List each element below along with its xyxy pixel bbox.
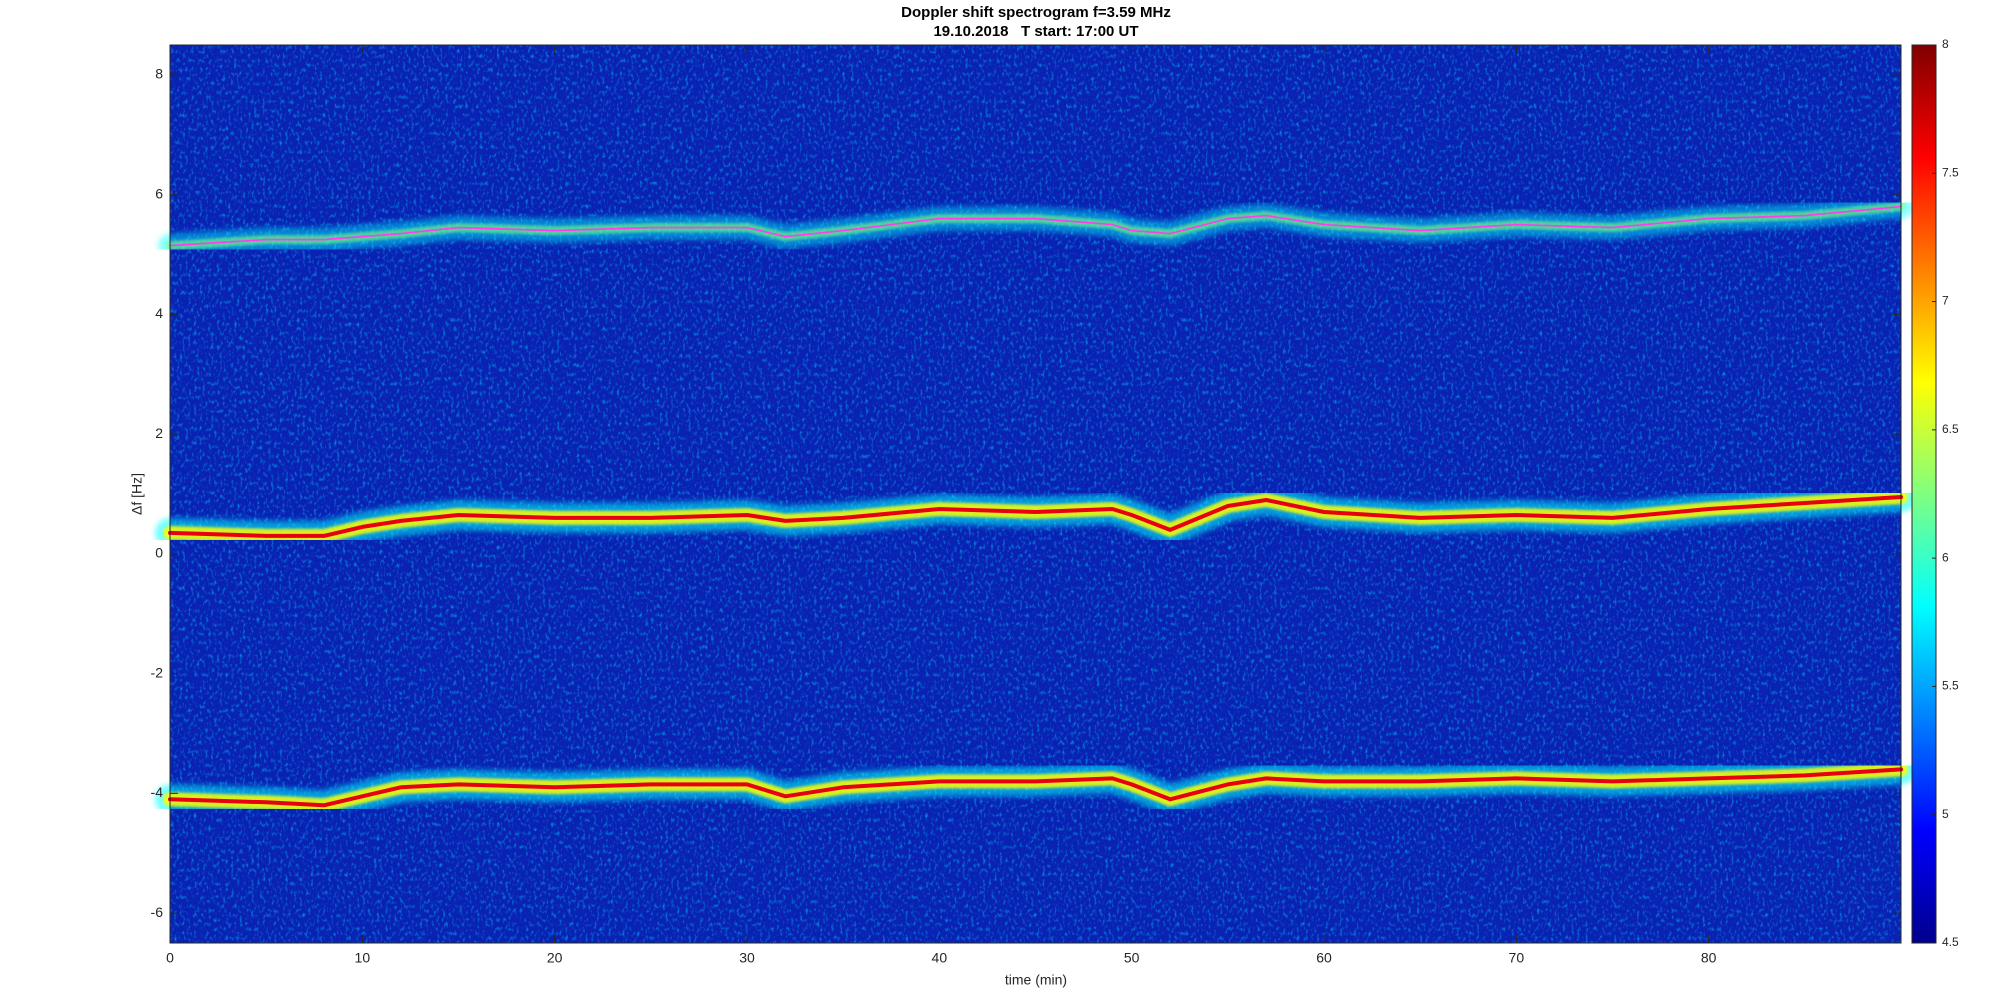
x-tick-label: 30: [739, 950, 755, 966]
y-tick-label: 4: [155, 305, 163, 321]
noise-texture: [170, 45, 1901, 943]
y-tick-label: 2: [155, 425, 163, 441]
colorbar: [1911, 44, 1937, 944]
x-tick-label: 60: [1316, 950, 1332, 966]
chart-subtitle: 19.10.2018 T start: 17:00 UT: [933, 23, 1138, 40]
colorbar-tick-label: 5: [1942, 807, 1949, 821]
colorbar-tick-label: 6.5: [1942, 422, 1959, 436]
plot-frame: [169, 44, 1902, 944]
x-tick-label: 10: [355, 950, 371, 966]
trace: [168, 767, 1903, 808]
colorbar-tick-label: 8: [1942, 37, 1949, 51]
colorbar-tick-label: 7: [1942, 294, 1949, 308]
y-tick-label: 6: [155, 185, 163, 201]
colorbar-tick-label: 4.5: [1942, 935, 1959, 949]
colorbar-tick-label: 7.5: [1942, 165, 1959, 179]
x-tick-label: 80: [1701, 950, 1717, 966]
x-tick-label: 50: [1124, 950, 1140, 966]
y-tick-label: -6: [151, 904, 164, 920]
y-tick-label: 0: [155, 545, 163, 561]
x-axis-label: time (min): [1005, 972, 1067, 988]
x-tick-label: 20: [547, 950, 563, 966]
colorbar-tick-label: 6: [1942, 550, 1949, 564]
trace: [168, 495, 1903, 538]
chart-title: Doppler shift spectrogram f=3.59 MHz: [901, 4, 1171, 21]
y-axis-label: Δf [Hz]: [129, 473, 145, 515]
y-tick-label: 8: [155, 66, 163, 82]
x-tick-label: 40: [932, 950, 948, 966]
trace: [169, 205, 1902, 247]
x-tick-label: 70: [1509, 950, 1525, 966]
y-tick-label: -4: [151, 784, 164, 800]
colorbar-tick-label: 5.5: [1942, 679, 1959, 693]
y-tick-label: -2: [151, 664, 164, 680]
x-tick-label: 0: [166, 950, 174, 966]
